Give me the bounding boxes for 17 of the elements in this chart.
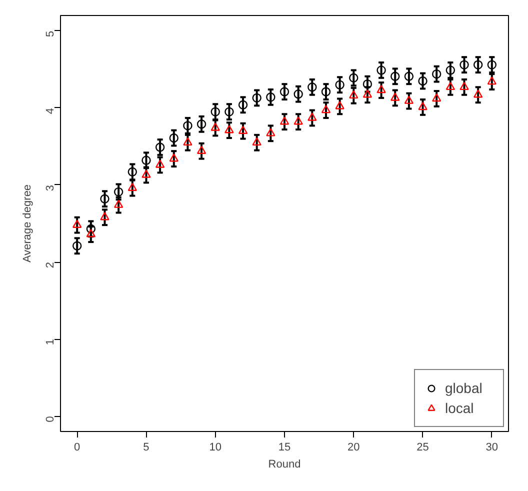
y-tick-label: 0 [44,416,56,422]
y-tick-label: 4 [44,108,56,114]
x-tick-label: 20 [348,442,360,454]
x-tick-label: 5 [143,442,150,454]
y-tick-label: 5 [44,30,56,38]
legend-label: local [445,400,475,416]
x-tick-label: 10 [209,442,222,454]
y-tick-label: 2 [44,262,56,268]
y-tick-label: 1 [44,339,56,346]
x-tick-label: 30 [486,442,498,454]
y-tick-label: 3 [44,184,56,192]
y-axis-title: Average degree [22,184,34,263]
legend-label: global [445,380,484,396]
x-tick-label: 0 [74,442,80,454]
x-tick-label: 25 [416,442,429,454]
x-tick-label: 15 [278,442,291,454]
x-axis-title: Round [268,458,301,470]
